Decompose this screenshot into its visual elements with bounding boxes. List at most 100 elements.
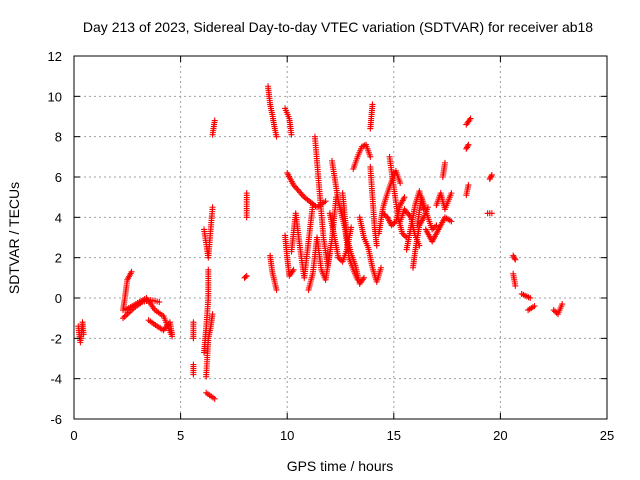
data-point (209, 311, 216, 318)
data-point (488, 173, 495, 180)
data-point (510, 253, 517, 260)
y-tick-label: 4 (55, 210, 62, 225)
data-point (487, 174, 494, 181)
data-point (348, 224, 355, 231)
data-point (373, 242, 380, 249)
data-point (242, 273, 249, 280)
y-tick-label: 10 (48, 89, 62, 104)
data-point (205, 266, 212, 273)
data-point (527, 295, 534, 301)
y-tick-label: 2 (55, 251, 62, 266)
data-point (211, 117, 218, 124)
data-point (552, 308, 559, 315)
data-series (75, 83, 566, 402)
x-tick-label: 15 (387, 428, 401, 443)
data-point (121, 313, 128, 320)
axis-ticks (73, 55, 608, 420)
data-point (273, 133, 280, 140)
data-point (243, 272, 250, 279)
data-point (488, 171, 495, 178)
x-tick-labels: 0 5 10 15 20 25 (70, 428, 614, 443)
data-point (464, 143, 471, 150)
data-point (391, 219, 398, 226)
y-tick-label: -4 (50, 372, 62, 387)
y-tick-labels: -6 -4 -2 0 2 4 6 8 10 12 (48, 49, 62, 427)
data-point (128, 268, 135, 275)
y-tick-label: 6 (55, 170, 62, 185)
x-axis-label: GPS time / hours (287, 458, 394, 474)
data-point (465, 182, 472, 189)
data-point (390, 221, 397, 228)
data-point (512, 256, 519, 263)
data-point (298, 191, 305, 198)
data-point (297, 189, 304, 196)
data-point (293, 185, 300, 192)
data-point (211, 395, 218, 402)
data-point (123, 312, 130, 319)
data-point (400, 231, 407, 238)
data-point (380, 210, 387, 217)
x-tick-label: 0 (70, 428, 77, 443)
plot-frame (73, 55, 608, 420)
data-point (367, 153, 374, 160)
x-tick-label: 20 (493, 428, 507, 443)
data-point (559, 301, 566, 308)
y-tick-label: 0 (55, 291, 62, 306)
x-tick-label: 10 (280, 428, 294, 443)
data-point (467, 115, 474, 122)
data-point (448, 218, 455, 225)
data-point (209, 204, 216, 211)
data-point (448, 190, 455, 197)
data-point (388, 222, 395, 229)
data-point (273, 286, 280, 293)
data-point (336, 256, 343, 263)
data-point (432, 223, 439, 230)
data-point (397, 180, 404, 187)
data-point (531, 303, 538, 310)
data-point (309, 202, 316, 209)
data-point (169, 331, 176, 338)
data-point (243, 190, 250, 197)
data-point (430, 225, 437, 232)
data-point (335, 254, 342, 261)
data-point (510, 252, 517, 259)
y-tick-label: -2 (50, 331, 62, 346)
data-point (550, 307, 557, 314)
data-point (190, 335, 197, 342)
data-point (156, 299, 163, 306)
y-tick-label: 8 (55, 130, 62, 145)
data-point (294, 186, 301, 193)
grid-lines (74, 56, 607, 419)
x-tick-label: 25 (600, 428, 614, 443)
data-point (381, 211, 388, 218)
data-point (80, 331, 87, 338)
data-point (367, 125, 374, 132)
data-point (488, 210, 495, 217)
data-point (360, 274, 367, 281)
data-point (463, 144, 470, 151)
y-tick-label: -6 (50, 412, 62, 427)
data-point (322, 198, 329, 205)
data-point (441, 159, 448, 166)
x-tick-label: 5 (177, 428, 184, 443)
data-point (360, 143, 367, 150)
data-point (511, 255, 518, 262)
data-point (512, 282, 519, 289)
data-point (402, 233, 409, 240)
data-point (190, 371, 197, 378)
data-point (288, 131, 295, 138)
data-point (429, 226, 436, 233)
data-point (290, 266, 297, 273)
data-point (401, 194, 408, 201)
data-point (463, 145, 470, 152)
chart-title: Day 213 of 2023, Sidereal Day-to-day VTE… (83, 19, 593, 35)
data-point (486, 176, 493, 183)
data-point (399, 230, 406, 237)
y-axis-label: SDTVAR / TECUs (6, 182, 22, 294)
y-tick-label: 12 (48, 49, 62, 64)
data-point (120, 315, 127, 322)
data-point (299, 192, 306, 199)
data-point (378, 264, 385, 271)
data-point (465, 141, 472, 148)
